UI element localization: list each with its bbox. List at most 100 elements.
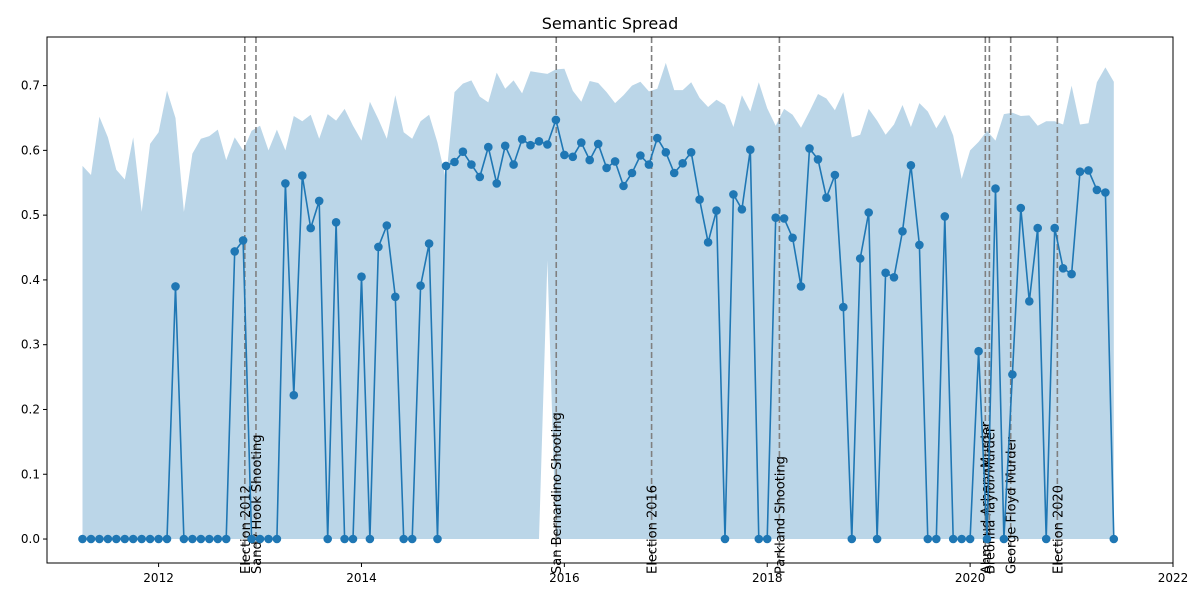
data-point bbox=[593, 139, 603, 149]
data-point bbox=[788, 233, 797, 243]
data-point bbox=[391, 292, 400, 302]
data-point bbox=[543, 140, 552, 149]
data-point bbox=[1058, 264, 1068, 273]
x-tick-label: 2012 bbox=[143, 571, 174, 585]
data-point bbox=[712, 206, 721, 215]
data-point bbox=[551, 115, 561, 125]
data-point bbox=[289, 390, 299, 400]
data-point bbox=[348, 534, 358, 544]
data-point bbox=[103, 534, 113, 544]
data-point bbox=[568, 152, 578, 162]
event-label: Sandy Hook Shooting bbox=[250, 435, 265, 574]
y-tick-label: 0.4 bbox=[21, 273, 40, 287]
y-tick-label: 0.5 bbox=[21, 208, 40, 222]
data-point bbox=[1033, 223, 1042, 233]
data-point bbox=[255, 534, 265, 544]
data-point bbox=[86, 534, 96, 544]
y-tick-label: 0.1 bbox=[21, 467, 40, 481]
data-point bbox=[771, 213, 780, 222]
data-point bbox=[467, 160, 476, 169]
data-point bbox=[517, 135, 527, 144]
data-point bbox=[661, 148, 671, 157]
data-point bbox=[839, 302, 848, 312]
data-point bbox=[137, 534, 146, 544]
data-point bbox=[974, 346, 983, 356]
data-point bbox=[737, 205, 747, 214]
data-point bbox=[340, 534, 349, 544]
data-point bbox=[492, 179, 502, 188]
data-point bbox=[653, 133, 662, 143]
data-point bbox=[1092, 185, 1102, 195]
data-point bbox=[720, 534, 730, 544]
x-tick-label: 2020 bbox=[955, 571, 986, 585]
data-point bbox=[872, 534, 882, 544]
data-point bbox=[323, 534, 333, 544]
data-point bbox=[475, 172, 485, 182]
data-point bbox=[264, 534, 273, 544]
x-tick-label: 2022 bbox=[1158, 571, 1189, 585]
data-point bbox=[796, 282, 806, 291]
event-label: Election 2016 bbox=[646, 485, 661, 574]
data-point bbox=[221, 534, 231, 544]
data-point bbox=[923, 534, 933, 544]
data-point bbox=[205, 534, 214, 544]
plot-frame bbox=[46, 36, 1174, 564]
data-point bbox=[196, 534, 206, 544]
data-point bbox=[213, 534, 223, 544]
data-point bbox=[898, 227, 907, 236]
data-point bbox=[500, 141, 510, 151]
data-point bbox=[1067, 269, 1076, 279]
data-point bbox=[965, 534, 975, 544]
data-point bbox=[1050, 223, 1059, 233]
data-point bbox=[762, 534, 772, 544]
data-point bbox=[382, 221, 392, 230]
data-point bbox=[407, 534, 417, 544]
event-label: Parkland Shooting bbox=[773, 456, 788, 574]
data-point bbox=[484, 142, 493, 152]
data-point bbox=[982, 534, 992, 544]
data-point bbox=[374, 242, 383, 252]
data-point bbox=[915, 240, 924, 250]
data-point bbox=[855, 254, 865, 263]
data-point bbox=[458, 147, 468, 156]
data-point bbox=[678, 159, 687, 168]
data-point bbox=[686, 148, 696, 157]
data-point bbox=[357, 272, 366, 282]
data-point bbox=[585, 155, 594, 165]
spread-band bbox=[82, 62, 1114, 540]
data-point bbox=[703, 238, 713, 247]
data-point bbox=[889, 273, 899, 282]
data-point bbox=[822, 193, 831, 202]
data-point bbox=[314, 196, 324, 206]
data-point bbox=[416, 281, 425, 291]
data-point bbox=[627, 168, 637, 178]
data-point bbox=[331, 218, 341, 227]
data-point bbox=[729, 190, 738, 199]
data-point bbox=[272, 534, 282, 544]
data-point bbox=[509, 160, 518, 169]
event-label: George Floyd Murder bbox=[1005, 437, 1020, 574]
y-tick-label: 0.2 bbox=[21, 402, 40, 416]
y-tick-label: 0.3 bbox=[21, 338, 40, 352]
data-point bbox=[619, 181, 628, 191]
data-point bbox=[399, 534, 409, 544]
data-point bbox=[577, 138, 586, 147]
data-point bbox=[171, 282, 180, 291]
data-point bbox=[441, 161, 451, 171]
x-tick-label: 2014 bbox=[346, 571, 377, 585]
data-point bbox=[78, 534, 87, 544]
data-point bbox=[526, 140, 535, 150]
data-point bbox=[602, 163, 611, 173]
data-point bbox=[932, 534, 941, 544]
data-point bbox=[695, 195, 704, 204]
data-point bbox=[991, 184, 1000, 193]
event-label: Election 2020 bbox=[1051, 485, 1066, 574]
data-point bbox=[450, 157, 459, 167]
data-point bbox=[669, 168, 679, 178]
data-point bbox=[154, 534, 163, 544]
y-axis: 0.0 0.1 0.2 0.3 0.4 0.5 0.6 0.7 bbox=[21, 79, 47, 546]
data-point bbox=[1101, 188, 1110, 197]
data-point bbox=[306, 223, 316, 233]
